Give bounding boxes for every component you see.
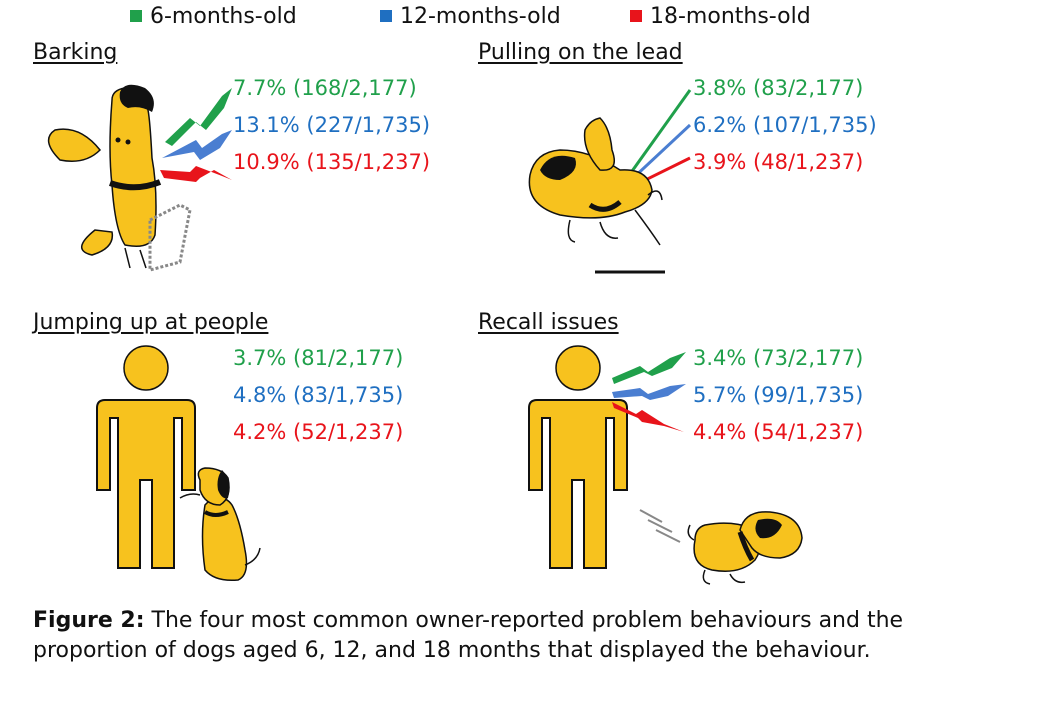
legend-label: 12-months-old (400, 4, 561, 29)
panel-title-recall: Recall issues (478, 310, 619, 335)
panel-title-pulling: Pulling on the lead (478, 40, 683, 65)
figure-caption: Figure 2: The four most common owner-rep… (33, 606, 933, 666)
stat-12-months: 13.1% (227/1,735) (233, 113, 431, 137)
stat-18-months: 10.9% (135/1,237) (233, 150, 431, 174)
legend-item-18-months: 18-months-old (630, 2, 811, 32)
stat-18-months: 4.2% (52/1,237) (233, 420, 404, 444)
person-icon (528, 345, 628, 569)
stat-12-months: 4.8% (83/1,735) (233, 383, 404, 407)
stat-6-months: 7.7% (168/2,177) (233, 76, 417, 100)
panel-title-barking: Barking (33, 40, 118, 65)
stat-18-months: 3.9% (48/1,237) (693, 150, 864, 174)
panel-title-jumping: Jumping up at people (33, 310, 269, 335)
caption-text: The four most common owner-reported prob… (33, 608, 904, 663)
legend-item-6-months: 6-months-old (130, 2, 297, 32)
stat-6-months: 3.4% (73/2,177) (693, 346, 864, 370)
stat-12-months: 5.7% (99/1,735) (693, 383, 864, 407)
legend-label: 18-months-old (650, 4, 811, 29)
legend-swatch-green (130, 10, 142, 22)
stat-18-months: 4.4% (54/1,237) (693, 420, 864, 444)
person-icon (96, 345, 196, 569)
legend: 6-months-old 12-months-old 18-months-old (0, 2, 1044, 32)
illustrations (47, 84, 803, 585)
caption-label: Figure 2: (33, 608, 145, 633)
legend-swatch-blue (380, 10, 392, 22)
legend-item-12-months: 12-months-old (380, 2, 561, 32)
pulling-dog-icon (528, 89, 692, 274)
legend-label: 6-months-old (150, 4, 297, 29)
barking-dog-icon (47, 84, 232, 272)
stat-6-months: 3.8% (83/2,177) (693, 76, 864, 100)
stat-12-months: 6.2% (107/1,735) (693, 113, 877, 137)
jumping-dog-icon (179, 467, 261, 582)
running-dog-icon (639, 509, 803, 585)
recall-signal-icon (612, 352, 686, 432)
stat-6-months: 3.7% (81/2,177) (233, 346, 404, 370)
legend-swatch-red (630, 10, 642, 22)
